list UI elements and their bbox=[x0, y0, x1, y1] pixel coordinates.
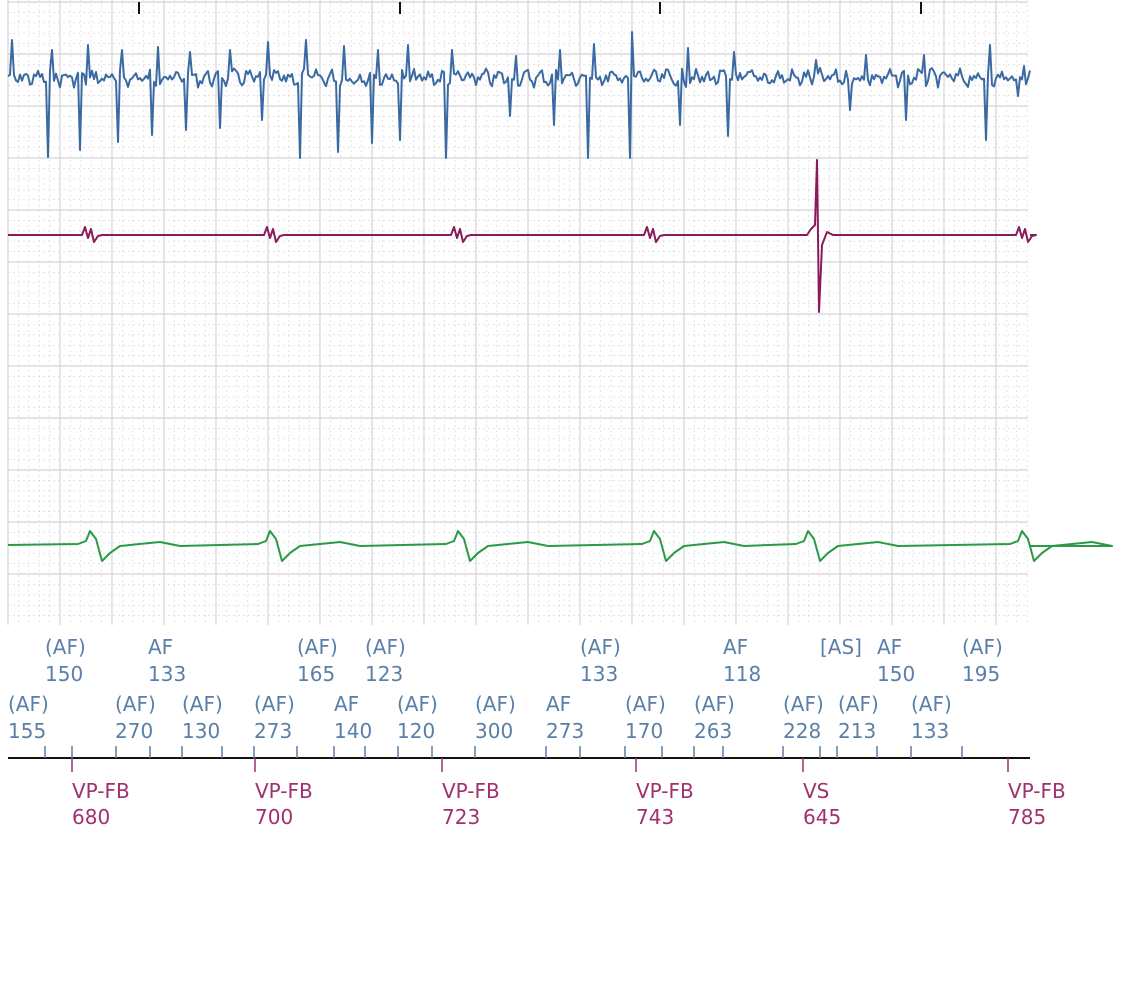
atrial-marker-lower-label: (AF) bbox=[625, 692, 666, 716]
atrial-marker-lower-value: 263 bbox=[694, 719, 732, 743]
atrial-marker-lower-label: (AF) bbox=[694, 692, 735, 716]
atrial-marker-upper-label: AF bbox=[877, 635, 902, 659]
atrial-marker-upper-label: (AF) bbox=[45, 635, 86, 659]
atrial-marker-upper-value: 195 bbox=[962, 662, 1000, 686]
atrial-marker-lower-label: (AF) bbox=[475, 692, 516, 716]
atrial-marker-upper-value: 123 bbox=[365, 662, 403, 686]
marker-channel: (AF)150AF133(AF)165(AF)123(AF)133AF118[A… bbox=[8, 635, 1066, 829]
atrial-marker-lower-value: 133 bbox=[911, 719, 949, 743]
ventricular-marker-label: VP-FB bbox=[1008, 779, 1066, 803]
atrial-marker-upper-label: (AF) bbox=[297, 635, 338, 659]
atrial-marker-lower-value: 228 bbox=[783, 719, 821, 743]
atrial-marker-lower-value: 170 bbox=[625, 719, 663, 743]
atrial-marker-lower-value: 120 bbox=[397, 719, 435, 743]
atrial-marker-upper-label: (AF) bbox=[962, 635, 1003, 659]
atrial-marker-upper-value: 150 bbox=[45, 662, 83, 686]
atrial-marker-upper-label: (AF) bbox=[580, 635, 621, 659]
ventricular-marker-value: 743 bbox=[636, 805, 674, 829]
atrial-marker-lower-value: 273 bbox=[546, 719, 584, 743]
atrial-marker-lower-value: 155 bbox=[8, 719, 46, 743]
atrial-marker-lower-label: (AF) bbox=[254, 692, 295, 716]
ventricular-marker-value: 645 bbox=[803, 805, 841, 829]
atrial-marker-upper-value: 118 bbox=[723, 662, 761, 686]
atrial-marker-lower-label: (AF) bbox=[115, 692, 156, 716]
atrial-marker-lower-label: (AF) bbox=[182, 692, 223, 716]
atrial-marker-upper-label: AF bbox=[723, 635, 748, 659]
ventricular-marker-label: VS bbox=[803, 779, 829, 803]
atrial-marker-upper-label: (AF) bbox=[365, 635, 406, 659]
atrial-marker-lower-label: (AF) bbox=[911, 692, 952, 716]
atrial-marker-lower-value: 270 bbox=[115, 719, 153, 743]
ventricular-marker-label: VP-FB bbox=[636, 779, 694, 803]
grid bbox=[7, 0, 1028, 625]
ventricular-marker-label: VP-FB bbox=[255, 779, 313, 803]
ventricular-egm-trace bbox=[8, 159, 1037, 313]
shock-egm-trace bbox=[7, 530, 1113, 562]
atrial-marker-lower-label: (AF) bbox=[783, 692, 824, 716]
atrial-marker-upper-value: 133 bbox=[148, 662, 186, 686]
atrial-marker-lower-value: 130 bbox=[182, 719, 220, 743]
atrial-egm-trace bbox=[7, 31, 1031, 159]
atrial-marker-lower-label: (AF) bbox=[838, 692, 879, 716]
atrial-marker-lower-value: 273 bbox=[254, 719, 292, 743]
ventricular-marker-value: 785 bbox=[1008, 805, 1046, 829]
ventricular-marker-value: 723 bbox=[442, 805, 480, 829]
atrial-marker-lower-value: 213 bbox=[838, 719, 876, 743]
atrial-marker-lower-label: (AF) bbox=[397, 692, 438, 716]
ventricular-marker-label: VP-FB bbox=[442, 779, 500, 803]
atrial-marker-upper-label: [AS] bbox=[820, 635, 862, 659]
ventricular-marker-label: VP-FB bbox=[72, 779, 130, 803]
time-scale-ticks bbox=[138, 2, 922, 14]
atrial-marker-lower-value: 140 bbox=[334, 719, 372, 743]
atrial-marker-lower-label: (AF) bbox=[8, 692, 49, 716]
atrial-marker-lower-value: 300 bbox=[475, 719, 513, 743]
ventricular-marker-value: 680 bbox=[72, 805, 110, 829]
atrial-marker-lower-label: AF bbox=[546, 692, 571, 716]
atrial-marker-upper-label: AF bbox=[148, 635, 173, 659]
atrial-marker-upper-value: 165 bbox=[297, 662, 335, 686]
atrial-marker-lower-label: AF bbox=[334, 692, 359, 716]
atrial-marker-upper-value: 150 bbox=[877, 662, 915, 686]
atrial-marker-upper-value: 133 bbox=[580, 662, 618, 686]
traces bbox=[7, 31, 1113, 562]
ventricular-marker-value: 700 bbox=[255, 805, 293, 829]
